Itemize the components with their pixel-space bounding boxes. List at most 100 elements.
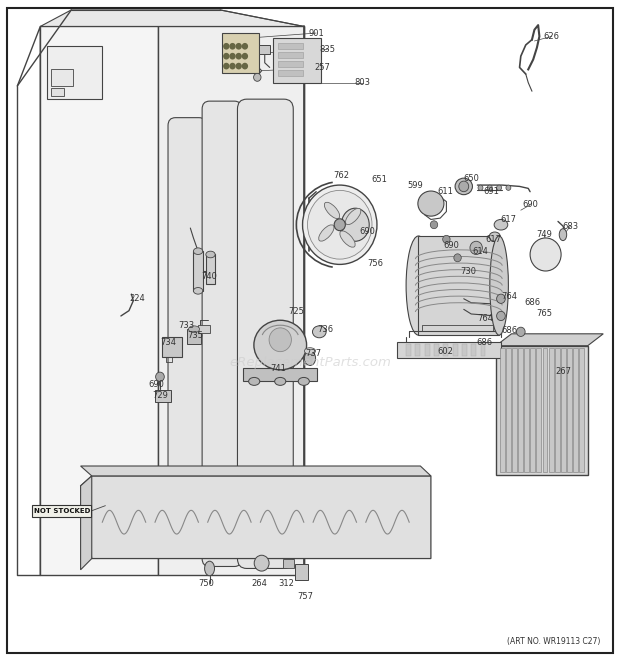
Text: 730: 730 — [460, 266, 476, 276]
Circle shape — [224, 63, 229, 69]
Circle shape — [430, 221, 438, 229]
Circle shape — [497, 185, 502, 190]
Text: 651: 651 — [371, 175, 388, 184]
Text: 737: 737 — [305, 349, 321, 358]
Text: 626: 626 — [544, 32, 560, 41]
Bar — [206, 254, 215, 284]
Circle shape — [269, 328, 291, 352]
Text: NOT STOCKED: NOT STOCKED — [34, 508, 90, 514]
Text: 725: 725 — [288, 307, 304, 317]
Bar — [462, 344, 467, 356]
Circle shape — [303, 185, 377, 264]
Bar — [500, 348, 505, 472]
Text: 312: 312 — [278, 578, 294, 588]
Text: 267: 267 — [555, 367, 571, 376]
Text: 835: 835 — [319, 45, 335, 54]
Text: 614: 614 — [472, 247, 489, 256]
Bar — [222, 33, 259, 73]
Bar — [506, 348, 511, 472]
Text: 611: 611 — [437, 187, 453, 196]
Circle shape — [236, 63, 241, 69]
Bar — [278, 61, 303, 67]
FancyBboxPatch shape — [202, 101, 242, 566]
Text: 765: 765 — [536, 309, 552, 319]
Bar — [259, 45, 270, 54]
Text: 691: 691 — [483, 187, 499, 196]
Bar — [415, 344, 420, 356]
Bar — [524, 348, 529, 472]
Bar — [51, 69, 73, 86]
Circle shape — [242, 54, 247, 59]
Text: 757: 757 — [297, 592, 313, 601]
Circle shape — [308, 190, 372, 259]
Bar — [579, 348, 584, 472]
Bar — [512, 348, 517, 472]
Bar — [278, 43, 303, 49]
Text: 740: 740 — [202, 272, 218, 281]
Text: 690: 690 — [522, 200, 538, 210]
Text: 741: 741 — [270, 364, 286, 373]
Circle shape — [230, 54, 235, 59]
Ellipse shape — [342, 208, 370, 241]
Ellipse shape — [254, 321, 307, 370]
Circle shape — [242, 63, 247, 69]
Text: 733: 733 — [178, 321, 194, 330]
Bar — [555, 348, 560, 472]
Ellipse shape — [206, 251, 215, 258]
Ellipse shape — [489, 232, 500, 241]
Text: 749: 749 — [536, 230, 552, 239]
Text: 599: 599 — [407, 180, 423, 190]
Circle shape — [530, 238, 561, 271]
Bar — [480, 344, 485, 356]
Bar — [573, 348, 578, 472]
Ellipse shape — [304, 348, 316, 354]
Bar — [397, 342, 501, 358]
Ellipse shape — [455, 178, 472, 194]
Text: 735: 735 — [187, 331, 203, 340]
Circle shape — [254, 555, 269, 571]
Text: 690: 690 — [359, 227, 375, 236]
Circle shape — [224, 54, 229, 59]
Ellipse shape — [193, 288, 203, 294]
Text: 686: 686 — [477, 338, 493, 347]
Ellipse shape — [494, 219, 508, 230]
Text: 650: 650 — [463, 174, 479, 183]
Text: 734: 734 — [161, 338, 177, 347]
Ellipse shape — [298, 377, 309, 385]
Circle shape — [459, 181, 469, 192]
Polygon shape — [40, 26, 158, 575]
Circle shape — [478, 185, 483, 190]
Text: 803: 803 — [355, 78, 371, 87]
Circle shape — [506, 185, 511, 190]
Bar — [471, 344, 476, 356]
Circle shape — [470, 241, 482, 254]
Circle shape — [230, 63, 235, 69]
Text: 901: 901 — [308, 28, 324, 38]
Ellipse shape — [193, 248, 203, 254]
Text: 690: 690 — [443, 241, 459, 251]
Polygon shape — [40, 10, 304, 26]
Bar — [155, 390, 170, 402]
Text: 224: 224 — [130, 294, 146, 303]
Polygon shape — [496, 334, 603, 346]
Circle shape — [334, 219, 345, 231]
Text: eReplacementParts.com: eReplacementParts.com — [229, 356, 391, 369]
Bar — [530, 348, 535, 472]
Text: 690: 690 — [148, 380, 164, 389]
Bar — [46, 46, 102, 99]
Ellipse shape — [324, 202, 340, 219]
FancyBboxPatch shape — [168, 118, 206, 517]
Bar — [162, 337, 182, 357]
Bar — [434, 344, 439, 356]
Circle shape — [224, 44, 229, 49]
Bar — [518, 348, 523, 472]
Bar — [453, 344, 458, 356]
Circle shape — [242, 44, 247, 49]
Circle shape — [230, 44, 235, 49]
Ellipse shape — [559, 229, 567, 241]
Text: 750: 750 — [198, 578, 214, 588]
Text: 257: 257 — [314, 63, 330, 72]
Bar — [283, 559, 294, 568]
Bar — [406, 344, 411, 356]
Text: 764: 764 — [477, 314, 493, 323]
